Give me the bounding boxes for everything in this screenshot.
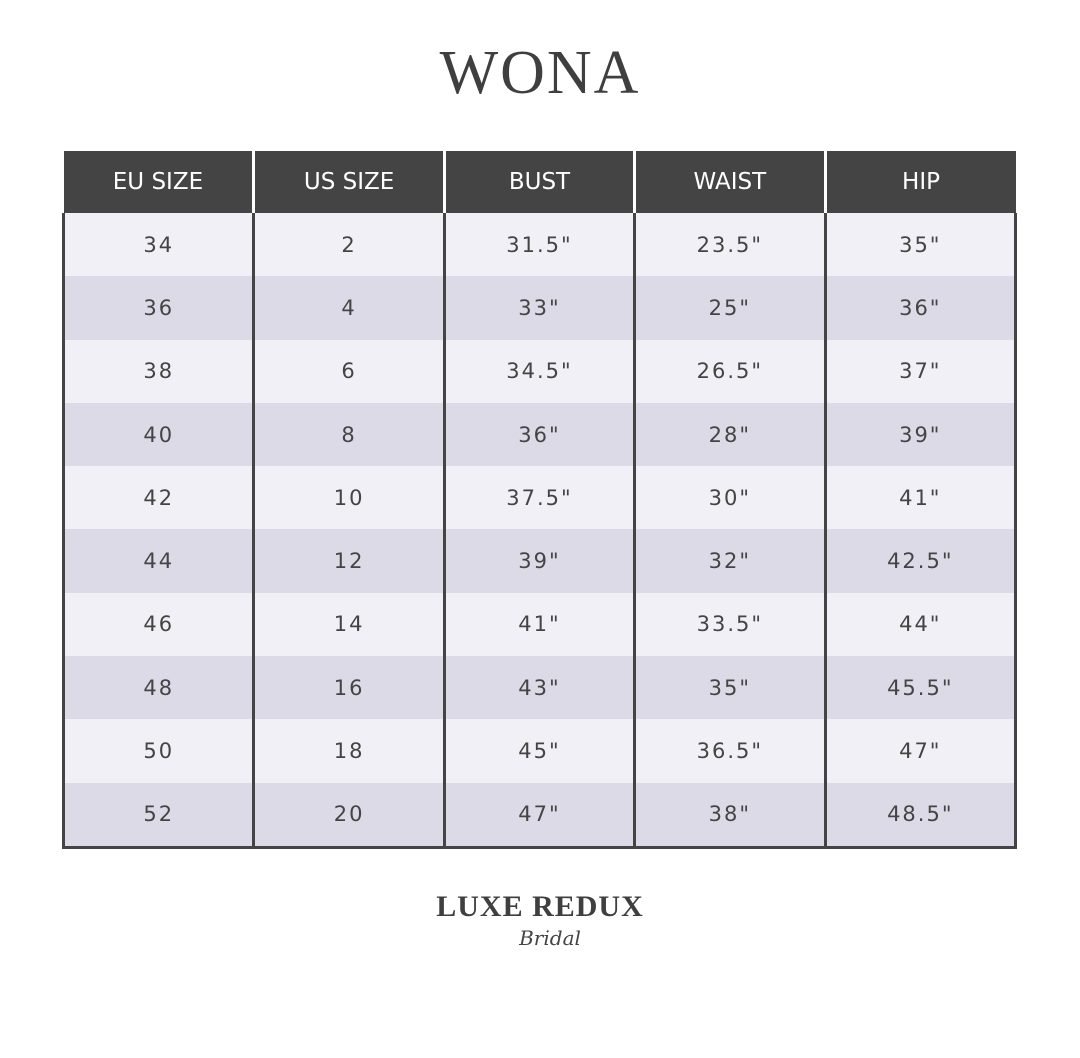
table-cell: 18	[252, 719, 445, 783]
table-cell: 31.5"	[442, 213, 635, 277]
table-cell: 44	[61, 529, 254, 593]
table-cell: 50	[61, 719, 254, 783]
table-cell: 45"	[442, 719, 635, 783]
table-cell: 32"	[633, 529, 826, 593]
column-header: WAIST	[633, 151, 826, 213]
table-cell: 16	[252, 656, 445, 720]
table-cell: 4	[252, 276, 445, 340]
table-cell: 8	[252, 402, 445, 467]
table-cell: 41"	[442, 592, 635, 657]
page-title: WONA	[439, 39, 641, 107]
table-row: 52 20 47" 38" 48.5"	[61, 782, 1018, 849]
size-chart-table: EU SIZE US SIZE BUST WAIST HIP 34 2 31.5" 23.5"…	[61, 151, 1018, 849]
table-cell: 14	[252, 592, 445, 657]
table-row: 50 18 45" 36.5" 47"	[61, 719, 1018, 783]
table-cell: 36	[61, 276, 254, 340]
table-row: 44 12 39" 32" 42.5"	[61, 529, 1018, 593]
table-cell: 2	[252, 213, 445, 277]
table-row: 36 4 33" 25" 36"	[61, 276, 1018, 340]
table-cell: 42.5"	[823, 529, 1018, 593]
table-cell: 35"	[633, 656, 826, 720]
header-row: EU SIZE US SIZE BUST WAIST HIP	[63, 151, 1016, 213]
table-cell: 47"	[823, 719, 1018, 783]
logo-main-text: LUXE REDUX	[436, 890, 644, 923]
table-cell: 6	[252, 339, 445, 403]
table-cell: 28"	[633, 402, 826, 467]
table-cell: 48	[61, 656, 254, 720]
table-row: 38 6 34.5" 26.5" 37"	[61, 339, 1018, 403]
column-header: EU SIZE	[63, 151, 254, 213]
table-row: 48 16 43" 35" 45.5"	[61, 656, 1018, 720]
table-cell: 48.5"	[823, 782, 1018, 849]
table-cell: 23.5"	[633, 213, 826, 277]
table-cell: 38	[61, 339, 254, 403]
table-cell: 12	[252, 529, 445, 593]
table-row: 40 8 36" 28" 39"	[61, 402, 1018, 467]
table-cell: 36.5"	[633, 719, 826, 783]
table-cell: 39"	[442, 529, 635, 593]
table-cell: 46	[61, 592, 254, 657]
table-cell: 45.5"	[823, 656, 1018, 720]
table-cell: 52	[61, 782, 254, 849]
brand-logo: LUXE REDUX Bridal	[430, 890, 650, 950]
table-cell: 34.5"	[442, 339, 635, 403]
table-cell: 33.5"	[633, 592, 826, 657]
table-cell: 41"	[823, 466, 1018, 530]
table-cell: 33"	[442, 276, 635, 340]
table-cell: 35"	[823, 213, 1018, 277]
table-cell: 36"	[442, 402, 635, 467]
column-header: HIP	[823, 151, 1016, 213]
table-cell: 20	[252, 782, 445, 849]
table-cell: 25"	[633, 276, 826, 340]
table-cell: 40	[61, 402, 254, 467]
table-cell: 43"	[442, 656, 635, 720]
logo-sub-text: Bridal	[519, 926, 581, 950]
table-cell: 10	[252, 466, 445, 530]
column-header: US SIZE	[252, 151, 445, 213]
table-row: 34 2 31.5" 23.5" 35"	[61, 213, 1018, 277]
table-cell: 37.5"	[442, 466, 635, 530]
table-cell: 30"	[633, 466, 826, 530]
table-cell: 37"	[823, 339, 1018, 403]
table-cell: 36"	[823, 276, 1018, 340]
table-row: 42 10 37.5" 30" 41"	[61, 466, 1018, 530]
table-cell: 47"	[442, 782, 635, 849]
table-row: 46 14 41" 33.5" 44"	[61, 592, 1018, 657]
table-cell: 38"	[633, 782, 826, 849]
table-cell: 34	[61, 213, 254, 277]
table-cell: 39"	[823, 402, 1018, 467]
table-cell: 44"	[823, 592, 1018, 657]
table-cell: 42	[61, 466, 254, 530]
column-header: BUST	[442, 151, 635, 213]
table-cell: 26.5"	[633, 339, 826, 403]
